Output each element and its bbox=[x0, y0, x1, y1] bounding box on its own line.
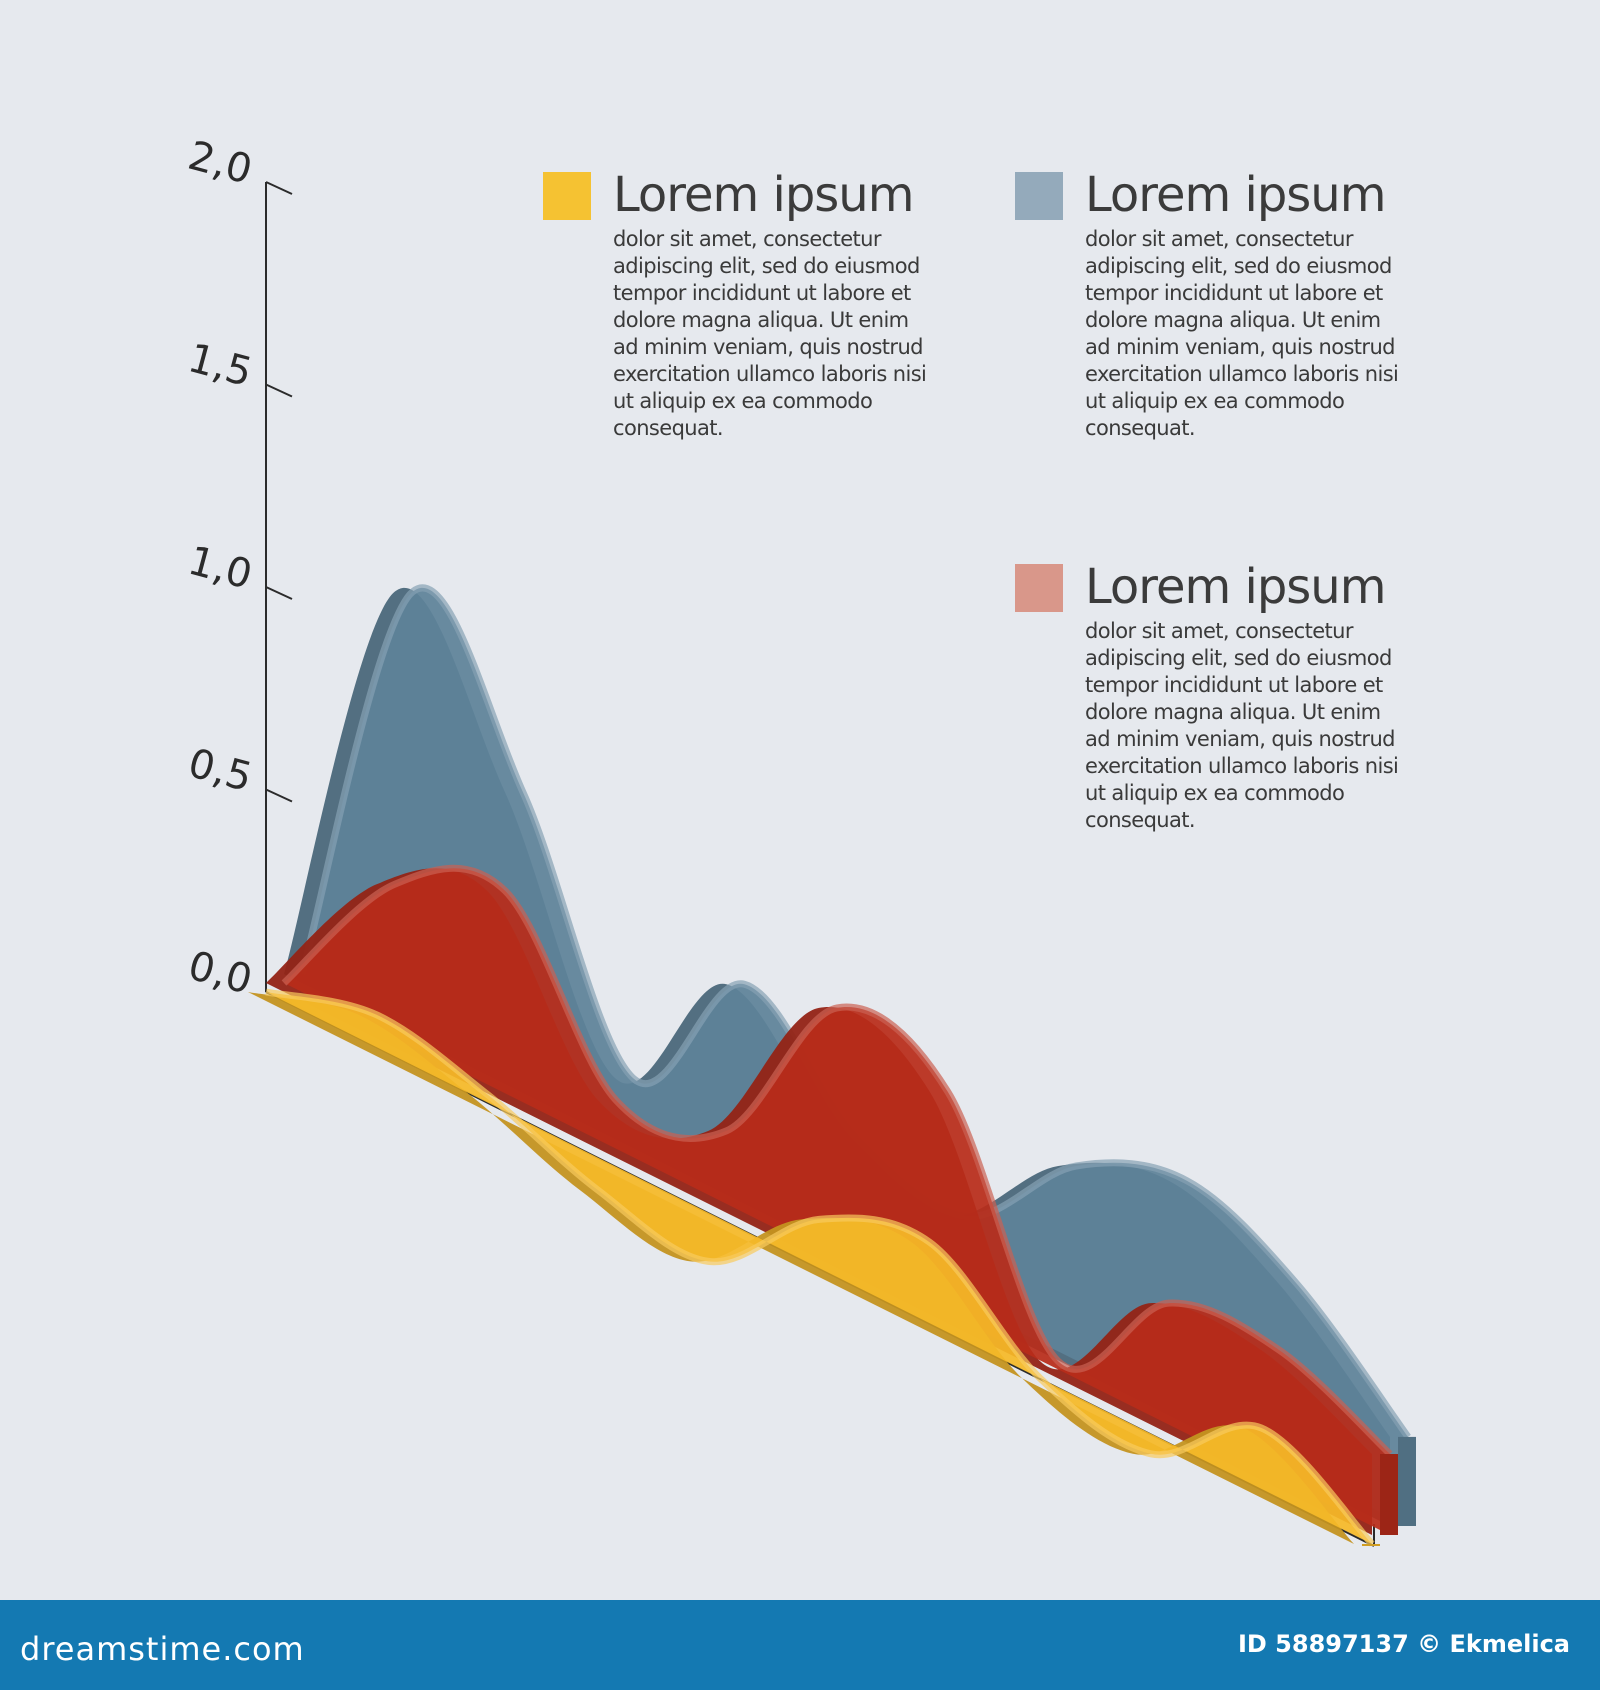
legend-text: dolor sit amet, consectetur adipiscing e… bbox=[1085, 227, 1399, 440]
legend-text: dolor sit amet, consectetur adipiscing e… bbox=[613, 227, 927, 440]
chart-series bbox=[248, 584, 1416, 1547]
series-top-edge bbox=[281, 864, 1393, 1457]
series-3 bbox=[248, 988, 1380, 1547]
legend-title: Lorem ipsum bbox=[1085, 559, 1386, 615]
legend-swatch-red bbox=[1015, 564, 1063, 612]
series-top-edge bbox=[298, 584, 1411, 1439]
chart: 0,0 0,5 1,0 1,5 2,0 bbox=[183, 133, 1416, 1547]
y-axis-tick bbox=[265, 586, 293, 600]
series-area bbox=[266, 992, 1372, 1544]
legend-title: Lorem ipsum bbox=[613, 167, 914, 223]
legend-swatch-yellow bbox=[543, 172, 591, 220]
series-area bbox=[302, 587, 1408, 1526]
series-end-cap bbox=[1362, 1544, 1380, 1546]
legend-entry-red: Lorem ipsum dolor sit amet, consectetur … bbox=[1015, 558, 1405, 834]
y-tick-label: 0,0 bbox=[183, 943, 256, 1004]
legend-entry-blue: Lorem ipsum dolor sit amet, consectetur … bbox=[1015, 166, 1405, 442]
legend-text: dolor sit amet, consectetur adipiscing e… bbox=[1085, 619, 1399, 832]
series-top-edge bbox=[265, 988, 1375, 1547]
y-axis-tick bbox=[265, 181, 293, 195]
footer-site-logo: dreamstime.com bbox=[20, 1630, 305, 1668]
y-tick-label: 0,5 bbox=[183, 740, 256, 801]
y-axis-tick bbox=[265, 788, 293, 803]
y-tick-label: 1,0 bbox=[183, 538, 256, 599]
series-end-cap bbox=[1398, 1436, 1416, 1526]
legend-title: Lorem ipsum bbox=[1085, 167, 1386, 223]
y-axis-tick bbox=[265, 383, 293, 398]
series-1 bbox=[284, 584, 1416, 1526]
y-tick-label: 2,0 bbox=[183, 133, 256, 194]
series-area bbox=[284, 868, 1390, 1535]
series-end-cap bbox=[1380, 1454, 1398, 1535]
series-2 bbox=[266, 864, 1398, 1535]
legend-swatch-blue bbox=[1015, 172, 1063, 220]
y-tick-label: 1,5 bbox=[183, 335, 256, 396]
legend-entry-yellow: Lorem ipsum dolor sit amet, consectetur … bbox=[543, 166, 933, 442]
footer-bar: dreamstime.com ID 58897137 © Ekmelica bbox=[0, 1600, 1600, 1690]
footer-credit: ID 58897137 © Ekmelica bbox=[1237, 1630, 1570, 1658]
